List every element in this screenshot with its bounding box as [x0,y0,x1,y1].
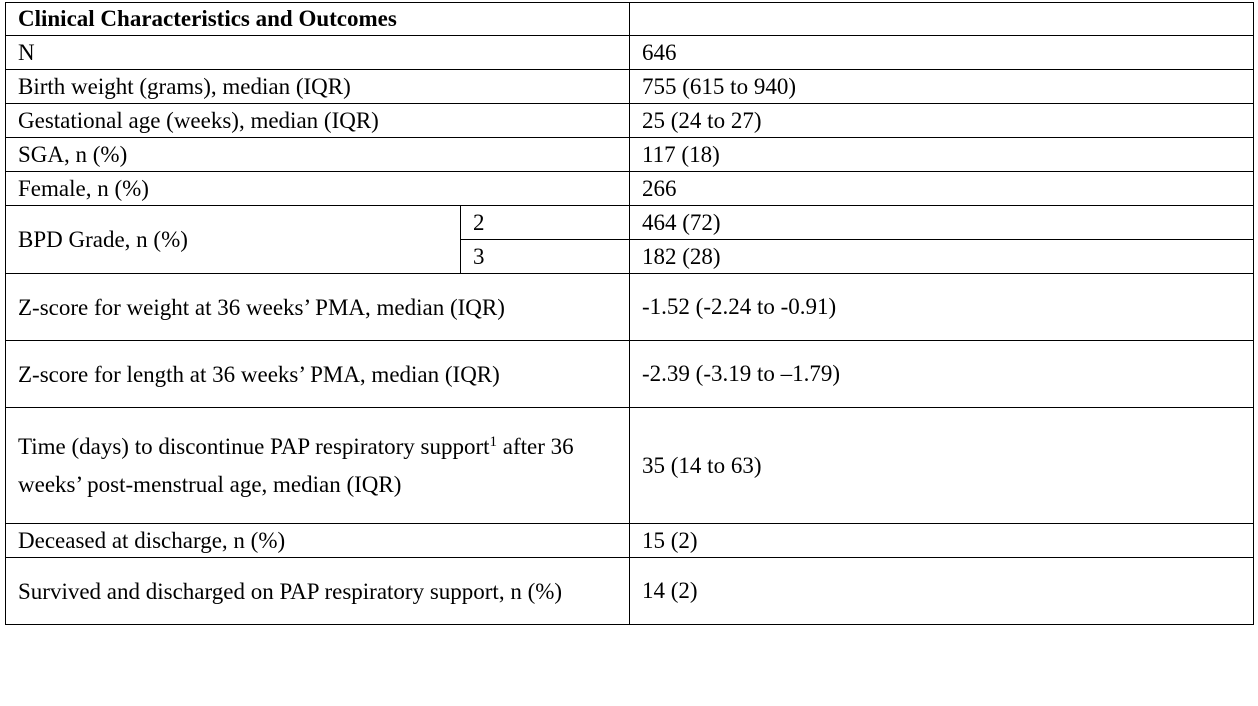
table-row: Birth weight (grams), median (IQR) 755 (… [4,69,1255,104]
row-label: Survived and discharged on PAP respirato… [4,557,631,625]
row-value: 266 [629,171,1255,206]
bpd-grade-label: BPD Grade, n (%) [5,205,461,274]
row-value: 182 (28) [629,239,1255,274]
table-header-empty-cell [629,2,1255,36]
row-label: Z-score for weight at 36 weeks’ PMA, med… [4,273,631,341]
table-row: Time (days) to discontinue PAP respirato… [4,407,1255,524]
row-value: -1.52 (-2.24 to -0.91) [629,273,1255,341]
row-label: Female, n (%) [4,171,631,206]
row-value: 755 (615 to 940) [629,69,1255,104]
table-row: Female, n (%) 266 [4,171,1255,206]
row-label: N [4,35,631,70]
row-label: Birth weight (grams), median (IQR) [4,69,631,104]
row-label: Z-score for length at 36 weeks’ PMA, med… [4,340,631,408]
row-label: SGA, n (%) [4,137,631,172]
row-value: 15 (2) [629,523,1255,558]
table-row: Z-score for weight at 36 weeks’ PMA, med… [4,273,1255,341]
table-row: Deceased at discharge, n (%) 15 (2) [4,523,1255,558]
table-row-bpd-grade-2: BPD Grade, n (%) 2 464 (72) [5,205,1255,274]
row-label: Gestational age (weeks), median (IQR) [4,103,631,138]
clinical-outcomes-table: Clinical Characteristics and Outcomes N … [4,2,1255,625]
row-label-time-pap: Time (days) to discontinue PAP respirato… [4,407,631,524]
table-row: Z-score for length at 36 weeks’ PMA, med… [4,340,1255,408]
row-value: 646 [629,35,1255,70]
bpd-grade-number: 3 [459,239,631,274]
row-value: 464 (72) [629,205,1255,240]
row-value: 35 (14 to 63) [629,407,1255,524]
row-value: 14 (2) [629,557,1255,625]
footnote-marker: 1 [489,433,498,450]
row-value: -2.39 (-3.19 to –1.79) [629,340,1255,408]
bpd-grade-number: 2 [459,205,631,240]
table-row: Gestational age (weeks), median (IQR) 25… [4,103,1255,138]
table-row: Survived and discharged on PAP respirato… [4,557,1255,625]
table-header-row: Clinical Characteristics and Outcomes [4,2,1255,36]
row-value: 25 (24 to 27) [629,103,1255,138]
row-label-part1: Time (days) to discontinue PAP respirato… [18,433,490,459]
row-value: 117 (18) [629,137,1255,172]
table-header-cell: Clinical Characteristics and Outcomes [4,2,631,36]
row-label-part2: after 36 weeks’ post-menstrual age, medi… [18,433,574,497]
table-row: N 646 [4,35,1255,70]
table-row: SGA, n (%) 117 (18) [4,137,1255,172]
row-label: Deceased at discharge, n (%) [4,523,631,558]
